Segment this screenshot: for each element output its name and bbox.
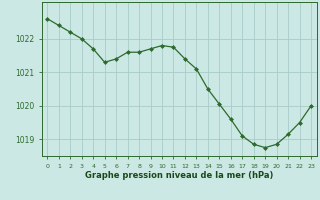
X-axis label: Graphe pression niveau de la mer (hPa): Graphe pression niveau de la mer (hPa)	[85, 171, 273, 180]
